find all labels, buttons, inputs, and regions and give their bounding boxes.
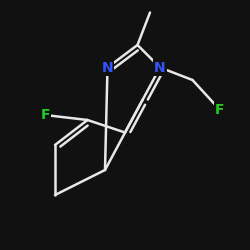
Text: F: F — [215, 103, 225, 117]
Text: N: N — [102, 60, 113, 74]
Text: F: F — [40, 108, 50, 122]
Text: N: N — [154, 60, 166, 74]
